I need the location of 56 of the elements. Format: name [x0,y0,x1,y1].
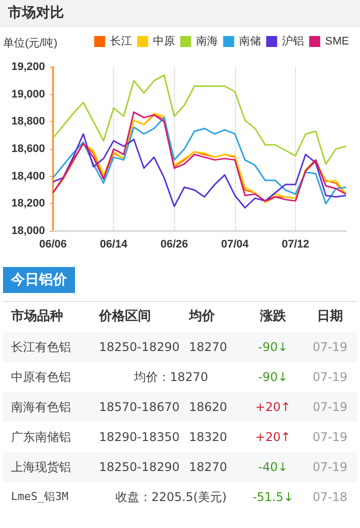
y-tick-label: 18,200 [11,198,45,210]
x-tick-label: 07/04 [221,238,250,250]
text: 07-19 [312,369,348,386]
text: -90↓ [243,332,303,362]
text: +20↑ [243,392,303,422]
y-tick-label: 18,800 [11,116,45,128]
text: 收盘：2205.5(美元) [114,489,228,506]
line-series [52,133,347,209]
text: 市场品种 [10,308,64,326]
y-tick-label: 18,000 [11,225,45,237]
y-tick-label: 19,200 [11,61,45,73]
text: 中原有色铝 [10,369,72,386]
text: 日期 [316,308,344,326]
text: 18250-18290 [99,452,189,482]
x-tick-label: 07/12 [282,238,310,250]
text: 07-19 [303,452,357,482]
text: 长江有色铝 [3,332,99,362]
y-tick-label: 18,400 [11,170,45,182]
y-tick-label: 19,000 [11,88,45,100]
text: 今日铝价 [3,267,75,293]
legend-label: SME [325,36,350,48]
text: 价格区间 [99,308,152,326]
y-tick-label: 18,600 [11,143,45,155]
text: 上海现货铝 [3,452,99,482]
text: LmeS_铝3M [10,489,70,505]
text: 18270 [189,332,243,362]
text: 07-19 [312,429,348,446]
text: 07-18 [312,489,348,506]
text: 07-19 [303,392,357,422]
text: +20↑ [254,429,292,446]
text: 南海有色铝 [3,392,99,422]
x-tick-label: 06/06 [39,238,67,250]
legend-label: 长江 [110,34,132,48]
text: 18250-18290 [99,332,189,362]
text: -40↓ [243,452,303,482]
x-tick-label: 06/14 [100,238,128,250]
text: 均价 [189,308,216,326]
text: -51.5↓ [251,489,295,506]
legend-label: 南储 [239,34,262,48]
legend-label: 中原 [153,34,176,48]
text: 18270 [189,452,243,482]
y-axis-title: 单位(元/吨) [3,36,58,50]
text: 18320 [189,429,228,446]
legend-label: 沪铝 [282,34,304,48]
text: 18570-18670 [99,392,189,422]
text: 07-19 [303,332,357,362]
x-tick-label: 06/26 [160,238,188,250]
text: 均价：18270 [132,369,210,386]
line-series [52,74,347,165]
legend-label: 南海 [196,34,218,48]
text: 涨跌 [258,308,287,326]
text: 18290-18350 [99,429,181,446]
text: -90↓ [257,369,289,386]
chart-title: 市场对比 [0,0,360,27]
text: 广东南储铝 [10,429,72,446]
text: 18620 [189,392,243,422]
